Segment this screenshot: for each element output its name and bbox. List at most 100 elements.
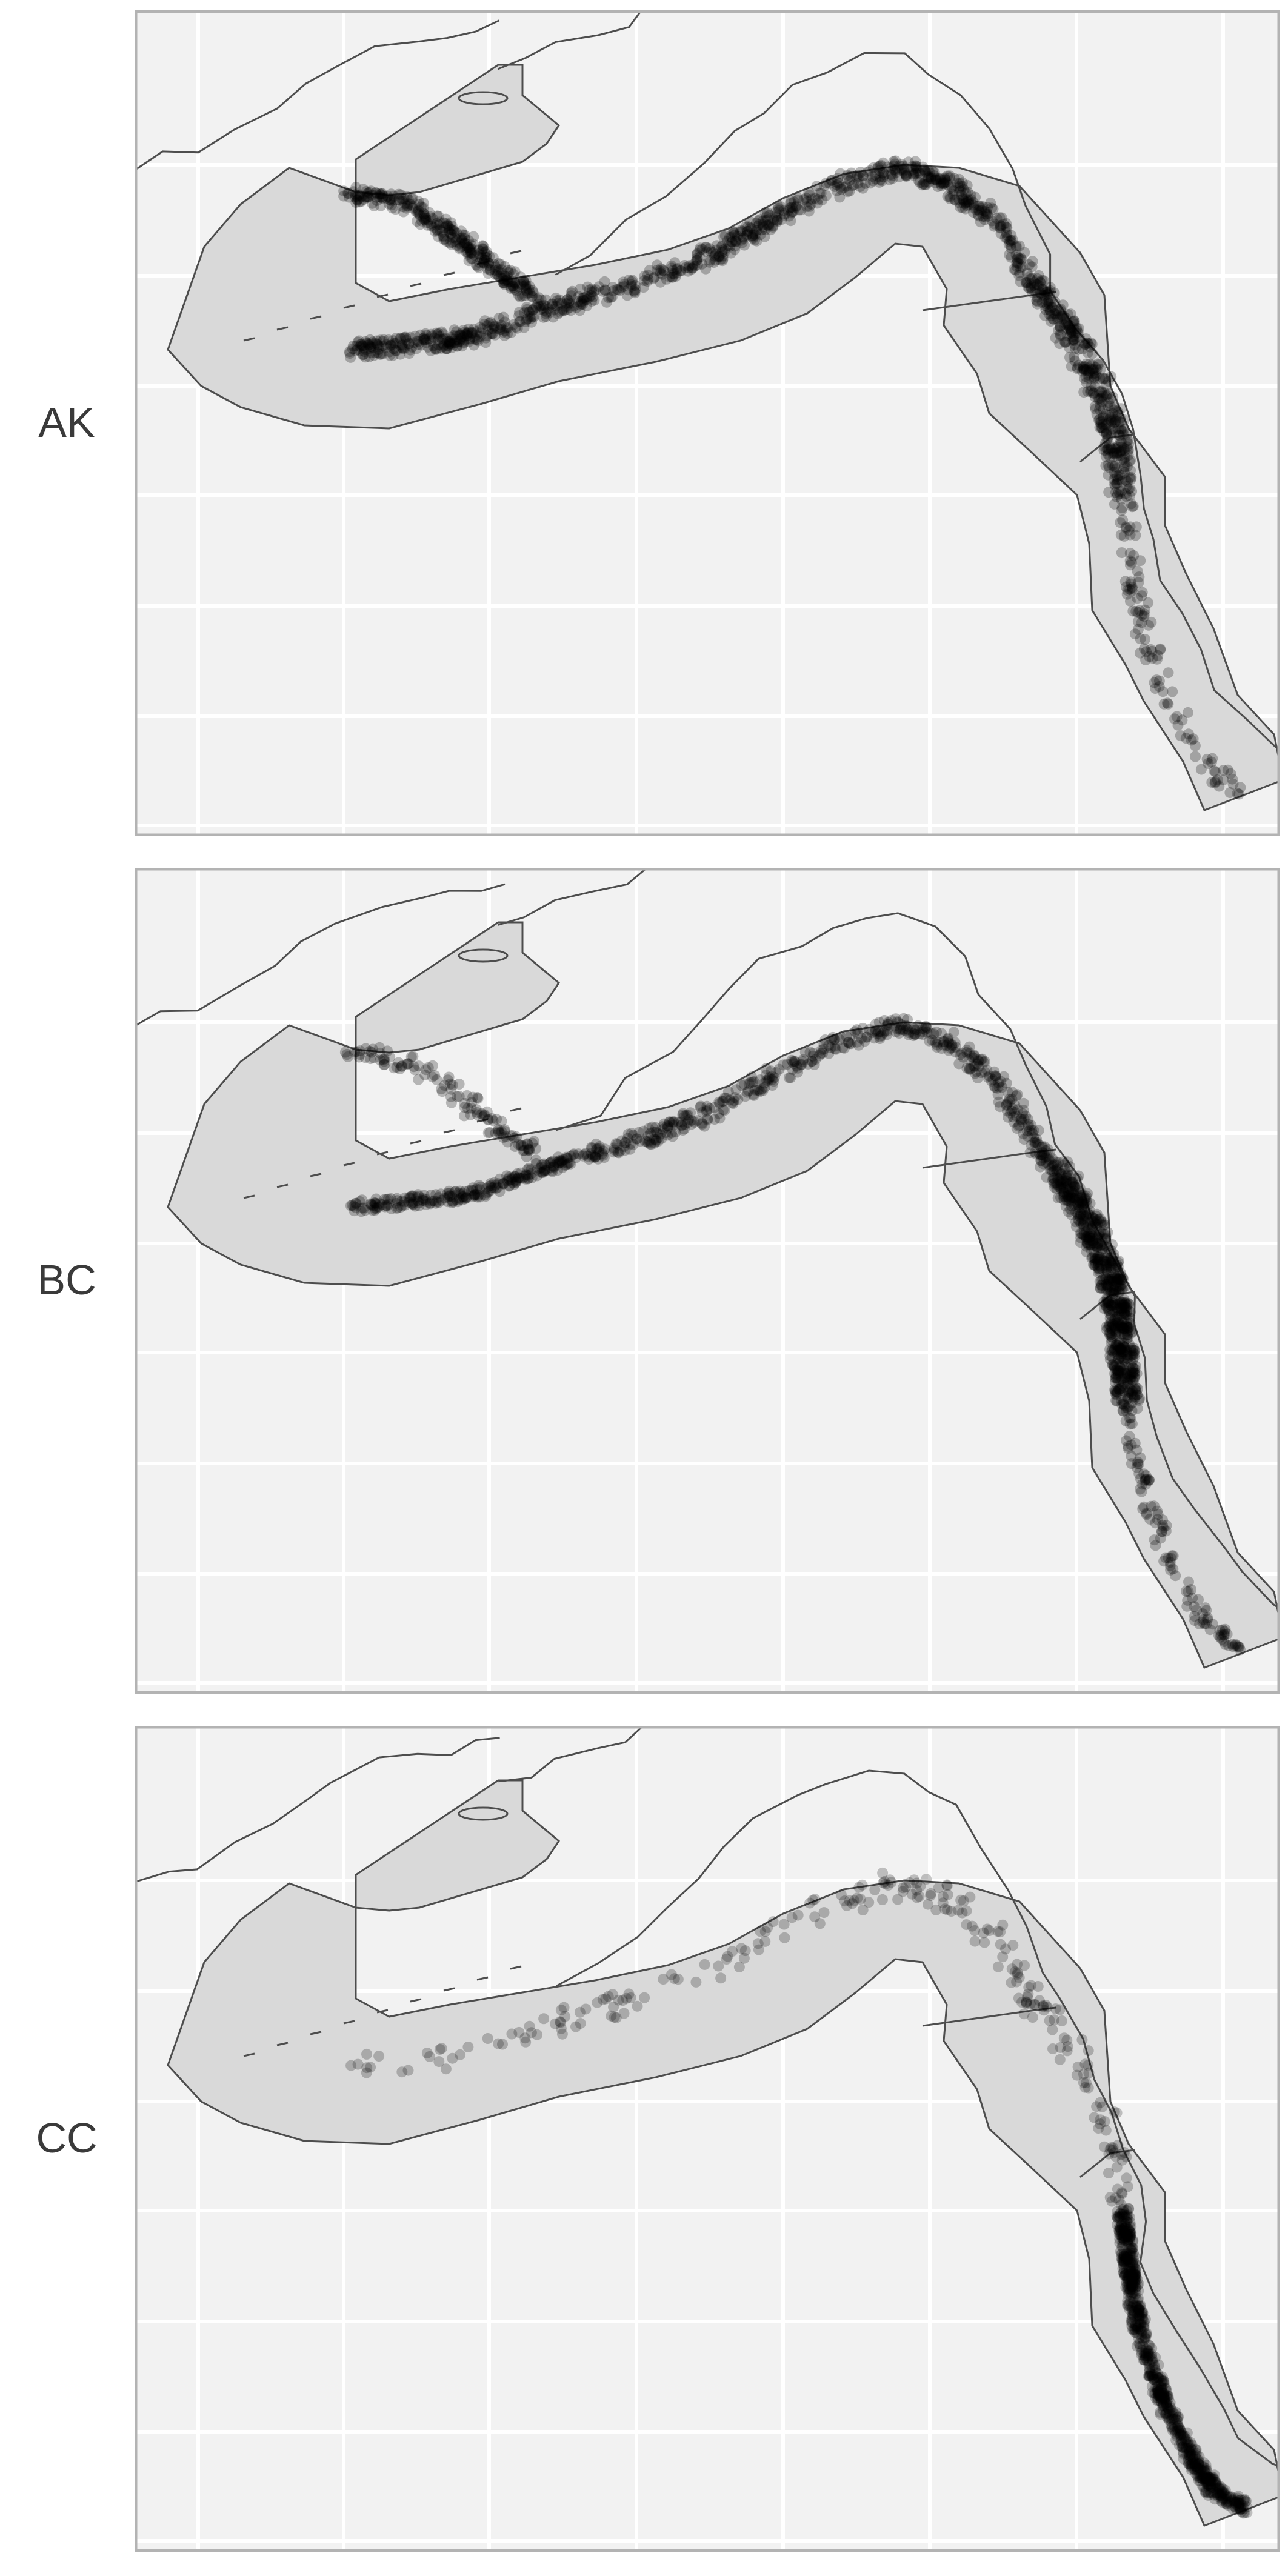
observation-point <box>1113 2194 1125 2206</box>
observation-point <box>1072 1197 1083 1208</box>
observation-point <box>546 1165 558 1176</box>
observation-point <box>1130 2269 1141 2281</box>
observation-point <box>1119 2218 1130 2230</box>
observation-point <box>695 1100 707 1112</box>
observation-point <box>968 202 979 214</box>
observation-point <box>1061 1176 1072 1187</box>
observation-point <box>404 1192 415 1203</box>
observation-point <box>1111 478 1123 489</box>
observation-point <box>869 1025 881 1037</box>
observation-point <box>413 205 424 217</box>
observation-point <box>704 256 715 268</box>
observation-point <box>629 286 641 298</box>
observation-point <box>442 1074 453 1086</box>
observation-point <box>1047 1166 1058 1177</box>
observation-point <box>1109 442 1121 454</box>
observation-point <box>846 167 857 179</box>
observation-point <box>946 1040 958 1051</box>
observation-point <box>1115 1320 1127 1332</box>
observation-point <box>513 2026 525 2038</box>
observation-point <box>1167 1550 1179 1562</box>
observation-point <box>1127 2243 1139 2254</box>
observation-point <box>1201 2476 1212 2488</box>
observation-point <box>478 257 489 268</box>
observation-point <box>1133 577 1144 588</box>
observation-point <box>1170 1570 1181 1582</box>
observation-point <box>1126 556 1137 568</box>
observation-point <box>1103 1281 1113 1293</box>
observation-point <box>676 1119 687 1131</box>
observation-point <box>1113 1370 1124 1381</box>
observation-point <box>759 224 771 235</box>
observation-point <box>666 271 678 283</box>
observation-point <box>1027 2012 1038 2023</box>
observation-point <box>1095 1226 1106 1238</box>
observation-point <box>613 1147 624 1159</box>
observation-point <box>459 1186 470 1197</box>
observation-point <box>967 1920 978 1932</box>
observation-point <box>1111 478 1122 490</box>
observation-point <box>825 1042 836 1053</box>
observation-point <box>1041 289 1052 301</box>
observation-point <box>1096 418 1107 430</box>
observation-point <box>418 198 429 208</box>
observation-point <box>898 165 910 177</box>
observation-point <box>1157 1514 1168 1526</box>
observation-point <box>1158 2378 1170 2389</box>
observation-point <box>1032 298 1043 310</box>
observation-point <box>1018 2008 1030 2020</box>
observation-point <box>435 1188 447 1200</box>
observation-point <box>1024 1147 1036 1159</box>
observation-point <box>1024 1998 1036 2009</box>
observation-point <box>519 282 531 293</box>
observation-point <box>596 1148 608 1159</box>
observation-point <box>433 334 444 345</box>
observation-point <box>1183 1586 1194 1597</box>
observation-point <box>448 330 459 341</box>
observation-point <box>1127 2305 1139 2317</box>
observation-point <box>994 1101 1006 1113</box>
observation-point <box>1123 1393 1134 1404</box>
observation-point <box>1087 1211 1098 1223</box>
observation-point <box>1110 1302 1122 1313</box>
observation-point <box>1104 1285 1116 1296</box>
observation-point <box>1118 530 1130 542</box>
observation-point <box>412 1196 424 1207</box>
observation-point <box>864 165 876 176</box>
observation-point <box>960 197 971 208</box>
observation-point <box>1003 239 1015 250</box>
observation-point <box>504 1180 515 1191</box>
observation-point <box>1131 1444 1143 1456</box>
observation-point <box>1123 2289 1133 2300</box>
observation-point <box>992 1961 1004 1972</box>
observation-point <box>371 335 382 347</box>
observation-point <box>1203 2472 1215 2483</box>
observation-point <box>747 230 758 241</box>
observation-point <box>1076 1199 1088 1210</box>
observation-point <box>356 339 367 350</box>
observation-point <box>1121 2265 1133 2276</box>
observation-point <box>1115 1344 1126 1356</box>
observation-point <box>1089 1255 1101 1266</box>
observation-point <box>589 295 600 306</box>
observation-point <box>1199 2466 1210 2477</box>
observation-point <box>478 257 489 268</box>
observation-point <box>1121 2273 1133 2285</box>
observation-point <box>1183 2446 1195 2457</box>
observation-point <box>857 170 869 181</box>
observation-point <box>1158 2400 1169 2411</box>
observation-point <box>961 193 972 205</box>
observation-point <box>477 323 488 334</box>
observation-point <box>1141 2328 1152 2339</box>
observation-point <box>362 188 373 199</box>
observation-point <box>945 183 956 194</box>
observation-point <box>518 1140 529 1152</box>
observation-point <box>1200 2473 1211 2484</box>
observation-point <box>1186 2458 1197 2470</box>
observation-point <box>413 1197 425 1208</box>
observation-point <box>672 263 683 274</box>
observation-point <box>431 327 442 339</box>
observation-point <box>789 1056 800 1067</box>
observation-point <box>1059 1182 1070 1193</box>
observation-point <box>1108 414 1119 426</box>
